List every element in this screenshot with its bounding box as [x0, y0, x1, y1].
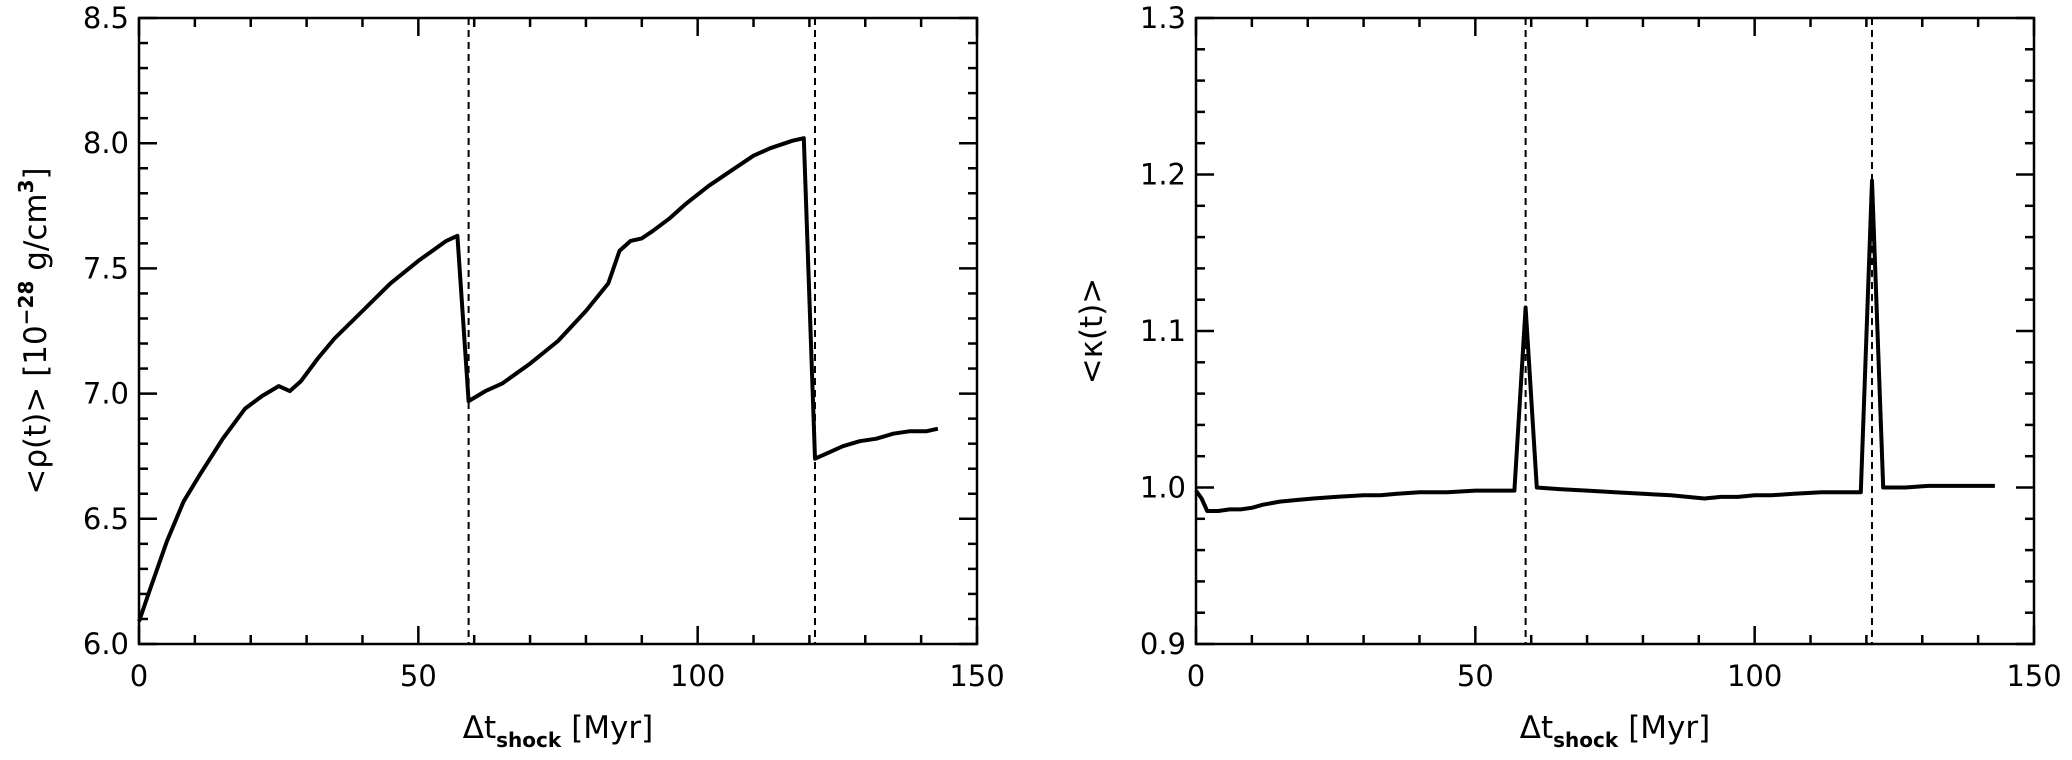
- x-tick-label: 0: [1187, 659, 1205, 693]
- x-tick-label: 100: [1727, 659, 1782, 693]
- y-tick-label: 0.9: [1140, 627, 1186, 661]
- y-axis-label: <κ(t)>: [1074, 278, 1110, 385]
- y-tick-label: 1.1: [1140, 314, 1186, 348]
- density-chart: 0 50 100 150 6.0 6.5 7.0 7.5 8.0 8.5 Δtshock [Myr]…: [14, 1, 1005, 752]
- y-tick-label: 1.0: [1140, 471, 1186, 505]
- x-axis-label: Δtshock [Myr]: [1520, 710, 1710, 752]
- plot-frame: [1194, 16, 2036, 646]
- x-tick-label: 50: [1457, 659, 1494, 693]
- x-tick-label: 50: [400, 659, 437, 693]
- y-tick-label: 1.2: [1140, 158, 1186, 192]
- data-line: [1194, 178, 1995, 513]
- x-tick-label: 150: [949, 659, 1004, 693]
- x-axis-label: Δtshock [Myr]: [463, 710, 653, 752]
- y-tick-label: 1.3: [1140, 1, 1186, 35]
- y-tick-label: 8.0: [83, 126, 129, 160]
- data-line: [137, 136, 939, 623]
- y-tick-label: 8.5: [83, 1, 129, 35]
- plot-frame: [137, 16, 979, 646]
- y-tick-label: 6.0: [83, 627, 129, 661]
- y-tick-label: 7.5: [83, 251, 129, 285]
- y-tick-label: 6.5: [83, 502, 129, 536]
- y-axis-label: <ρ(t)> [10−28 g/cm3]: [14, 167, 54, 494]
- y-tick-label: 7.0: [83, 377, 129, 411]
- x-tick-label: 150: [2006, 659, 2061, 693]
- x-tick-label: 100: [670, 659, 725, 693]
- kappa-chart: 0 50 100 150 0.9 1.0 1.1 1.2 1.3 Δtshock [Myr] <κ…: [1074, 1, 2062, 752]
- x-tick-label: 0: [130, 659, 148, 693]
